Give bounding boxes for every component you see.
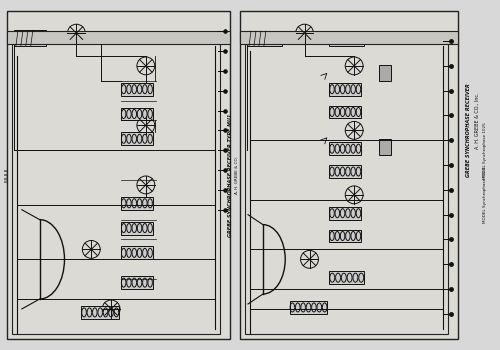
Bar (121, 132, 153, 145)
Bar (121, 276, 153, 289)
Bar (156, 31, 190, 44)
Bar (121, 222, 153, 235)
Text: B-B-B-B: B-B-B-B (5, 168, 9, 182)
Bar (240, 11, 458, 339)
Bar (330, 33, 364, 46)
Bar (245, 41, 448, 334)
Bar (240, 31, 458, 44)
Text: GREBE SYNCHROPHASE RECEIVER TYPE MU1: GREBE SYNCHROPHASE RECEIVER TYPE MU1 (228, 113, 232, 237)
Text: MODEL Synchrophase 1025: MODEL Synchrophase 1025 (483, 122, 487, 178)
Bar (379, 139, 391, 155)
Bar (330, 106, 361, 118)
Bar (82, 306, 119, 319)
Bar (121, 107, 153, 120)
Bar (330, 271, 364, 284)
Text: A. H. GREBE & CO., Inc.: A. H. GREBE & CO., Inc. (474, 92, 480, 149)
Bar (330, 142, 361, 155)
Bar (379, 65, 391, 81)
Bar (12, 41, 220, 334)
Text: GREBE SYNCHROPHASE RECEIVER: GREBE SYNCHROPHASE RECEIVER (466, 84, 471, 177)
Bar (330, 207, 361, 220)
Bar (330, 165, 361, 178)
Bar (14, 30, 46, 46)
Bar (121, 246, 153, 259)
Bar (247, 33, 282, 46)
Bar (290, 301, 328, 314)
Bar (7, 31, 230, 44)
Text: A. H. GREBE & CO.: A. H. GREBE & CO. (235, 156, 239, 194)
Bar (7, 11, 230, 339)
Bar (121, 83, 153, 96)
Text: MODEL Synchrophase MU-1: MODEL Synchrophase MU-1 (483, 166, 487, 223)
Bar (330, 230, 361, 243)
Bar (121, 197, 153, 210)
Bar (101, 31, 136, 44)
Bar (330, 83, 361, 96)
